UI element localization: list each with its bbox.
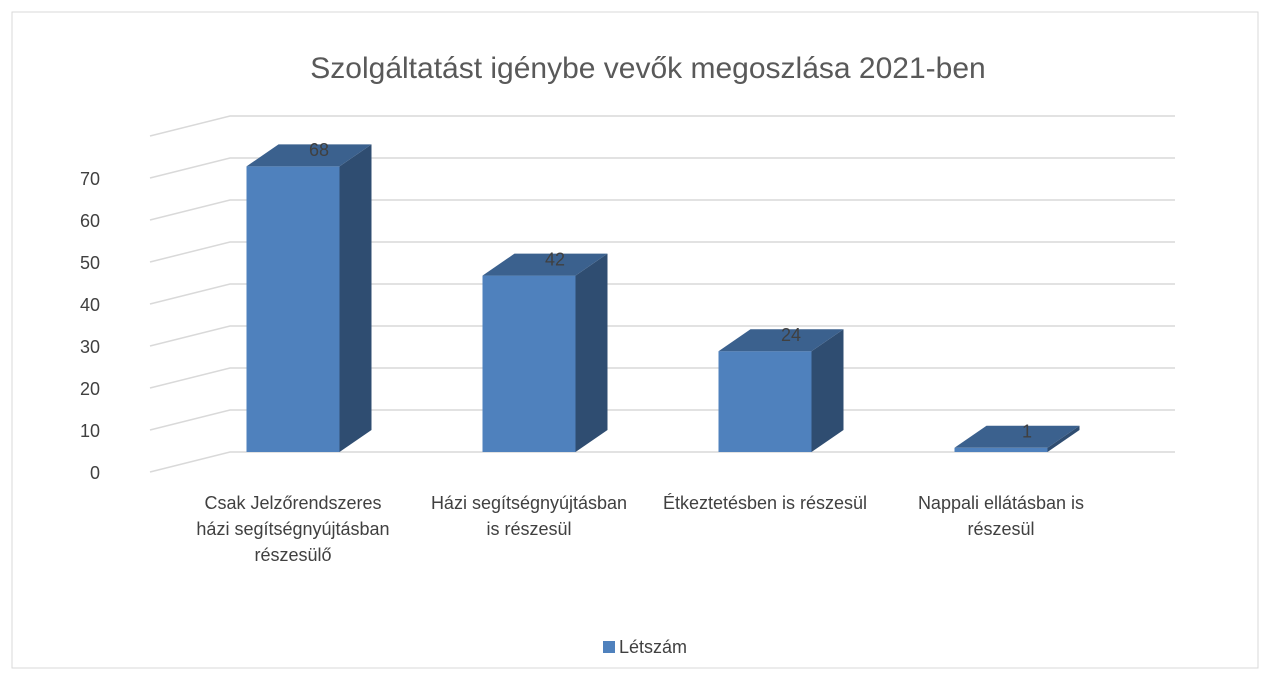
- x-tick-label: Étkeztetésben is részesül: [662, 493, 868, 513]
- bar-side: [811, 329, 844, 452]
- y-tick-label: 50: [80, 253, 100, 273]
- bar: [718, 351, 812, 452]
- y-tick-label: 70: [80, 169, 100, 189]
- bar-side: [1047, 425, 1080, 452]
- grid-line: [149, 157, 1175, 179]
- bar: [246, 166, 340, 452]
- value-label: 1: [1022, 422, 1032, 442]
- grid-line: [149, 451, 1175, 473]
- bar: [954, 447, 1048, 452]
- grid-line: [149, 283, 1175, 305]
- grid-line: [149, 367, 1175, 389]
- grid-line: [149, 199, 1175, 221]
- legend-label: Létszám: [619, 637, 687, 657]
- value-label: 24: [781, 325, 801, 345]
- bar-top: [246, 144, 372, 167]
- bar-side: [339, 144, 372, 452]
- y-tick-label: 10: [80, 421, 100, 441]
- bar-top: [482, 253, 608, 276]
- grid-line: [149, 325, 1175, 347]
- chart-title: Szolgáltatást igénybe vevők megoszlása 2…: [310, 52, 985, 85]
- y-tick-label: 20: [80, 379, 100, 399]
- bar-top: [718, 329, 844, 352]
- x-tick-label: Nappali ellátásban is részesül: [917, 493, 1085, 539]
- y-tick-label: 60: [80, 211, 100, 231]
- value-label: 42: [545, 249, 565, 269]
- value-label: 68: [309, 140, 329, 160]
- x-tick-label: Csak Jelzőrendszeres házi segítségnyújtá…: [196, 493, 390, 565]
- x-tick-label: Házi segítségnyújtásban is részesül: [430, 493, 628, 539]
- bar-side: [575, 253, 608, 452]
- bar-top: [954, 425, 1080, 448]
- chart-border: [11, 11, 1259, 669]
- y-tick-label: 30: [80, 337, 100, 357]
- legend-swatch: [603, 641, 615, 653]
- bar: [482, 275, 576, 452]
- grid-line: [149, 241, 1175, 263]
- y-tick-label: 0: [90, 463, 100, 483]
- grid-line: [149, 115, 1175, 137]
- grid-line: [149, 409, 1175, 431]
- y-tick-label: 40: [80, 295, 100, 315]
